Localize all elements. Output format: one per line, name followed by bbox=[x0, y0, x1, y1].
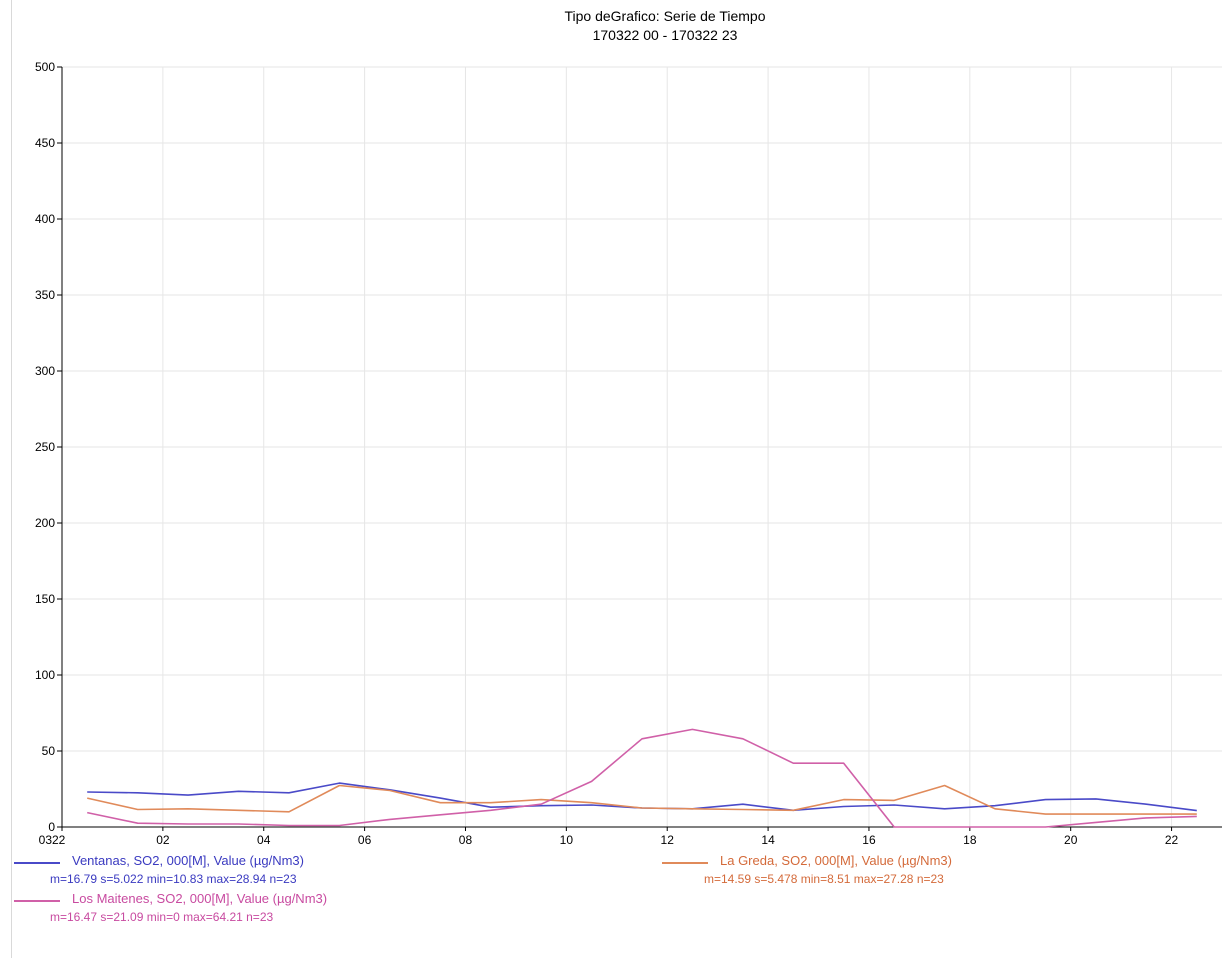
x-tick-label: 04 bbox=[257, 833, 271, 847]
y-tick-labels: 0 50 100 150 200 250 300 350 400 450 500 bbox=[35, 60, 55, 834]
legend-stats-la-greda: m=14.59 s=5.478 min=8.51 max=27.28 n=23 bbox=[704, 872, 944, 886]
x-tick-label: 22 bbox=[1165, 833, 1179, 847]
x-tick-label: 18 bbox=[963, 833, 977, 847]
x-tick-label: 0322 bbox=[39, 833, 66, 847]
x-tick-label: 06 bbox=[358, 833, 372, 847]
legend-swatch-ventanas bbox=[14, 862, 60, 864]
series-line-1 bbox=[87, 784, 1197, 815]
left-border bbox=[11, 0, 12, 958]
x-tick-label: 14 bbox=[761, 833, 775, 847]
y-tick-label: 450 bbox=[35, 136, 55, 150]
y-tick-label: 200 bbox=[35, 516, 55, 530]
y-tick-label: 150 bbox=[35, 592, 55, 606]
y-tick-label: 250 bbox=[35, 440, 55, 454]
x-tick-label: 16 bbox=[862, 833, 876, 847]
legend-swatch-la-greda bbox=[662, 862, 708, 864]
chart-title: Tipo deGrafico: Serie de Tiempo bbox=[564, 8, 766, 24]
y-tick-label: 350 bbox=[35, 288, 55, 302]
y-tick-label: 400 bbox=[35, 212, 55, 226]
legend-ventanas: Ventanas, SO2, 000[M], Value (µg/Nm3) m=… bbox=[12, 853, 432, 893]
legend-stats-los-maitenes: m=16.47 s=21.09 min=0 max=64.21 n=23 bbox=[50, 910, 274, 924]
legend-la-greda: La Greda, SO2, 000[M], Value (µg/Nm3) m=… bbox=[660, 853, 1080, 893]
y-tick-label: 300 bbox=[35, 364, 55, 378]
series-line-2 bbox=[87, 728, 1197, 828]
x-tick-label: 20 bbox=[1064, 833, 1078, 847]
series-lines bbox=[87, 728, 1197, 828]
legend-label-los-maitenes: Los Maitenes, SO2, 000[M], Value (µg/Nm3… bbox=[72, 891, 328, 906]
y-tick-label: 0 bbox=[48, 820, 55, 834]
legend-stats-ventanas: m=16.79 s=5.022 min=10.83 max=28.94 n=23 bbox=[50, 872, 297, 886]
legend-label-la-greda: La Greda, SO2, 000[M], Value (µg/Nm3) bbox=[720, 853, 952, 868]
chart-subtitle: 170322 00 - 170322 23 bbox=[592, 27, 738, 43]
axes bbox=[57, 66, 1222, 831]
legend-swatch-los-maitenes bbox=[14, 900, 60, 902]
y-tick-label: 50 bbox=[42, 744, 56, 758]
y-tick-label: 100 bbox=[35, 668, 55, 682]
legend-label-ventanas: Ventanas, SO2, 000[M], Value (µg/Nm3) bbox=[72, 853, 304, 868]
y-tick-label: 500 bbox=[35, 60, 55, 74]
series-line-0 bbox=[87, 782, 1197, 812]
x-tick-label: 08 bbox=[459, 833, 473, 847]
legend-los-maitenes: Los Maitenes, SO2, 000[M], Value (µg/Nm3… bbox=[12, 891, 432, 931]
x-tick-label: 10 bbox=[560, 833, 574, 847]
x-tick-label: 02 bbox=[156, 833, 170, 847]
x-tick-label: 12 bbox=[661, 833, 675, 847]
x-tick-labels: 0322 02 04 06 08 10 12 14 16 18 20 22 bbox=[39, 833, 1179, 847]
grid bbox=[62, 66, 1222, 827]
